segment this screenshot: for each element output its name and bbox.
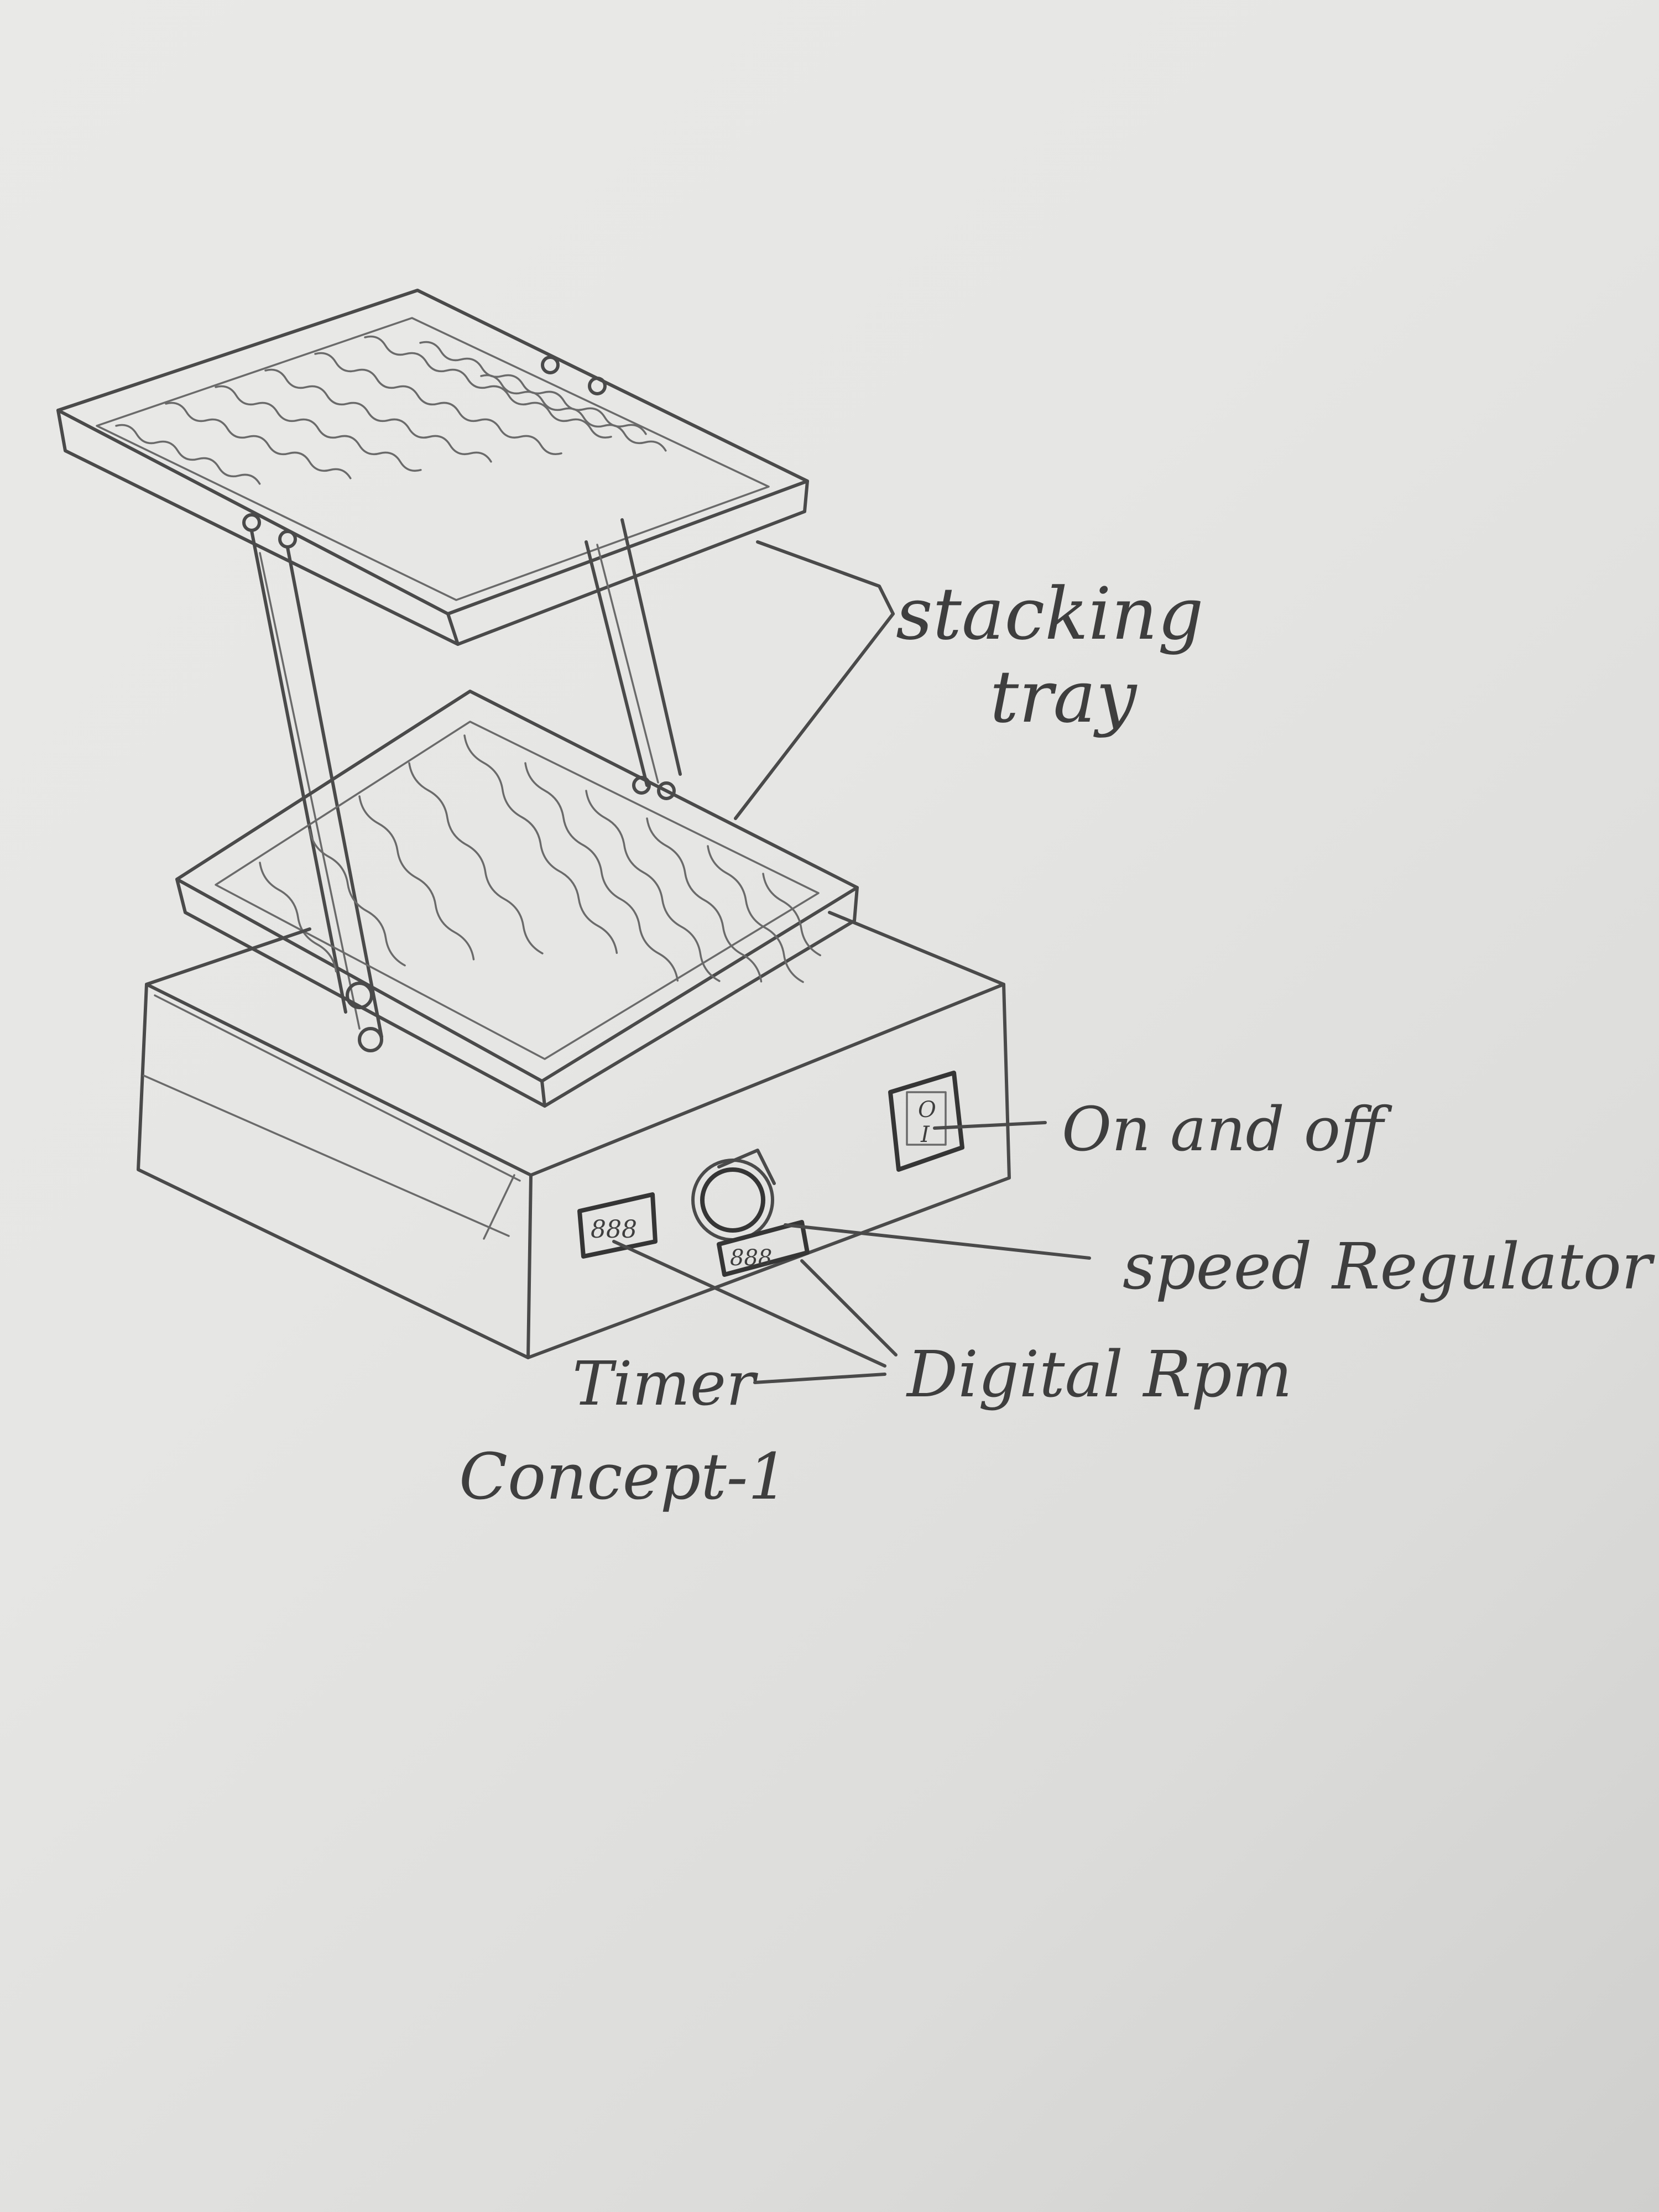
label-digital-rpm: Digital Rpm: [906, 1338, 1292, 1412]
upper-stacking-tray: [56, 289, 809, 646]
label-speed-regulator: speed Regulator: [1123, 1230, 1655, 1304]
upper-tray-bolt: [588, 377, 607, 395]
post-bolt: [346, 982, 373, 1009]
rpm-display: 888: [717, 1220, 810, 1277]
label-concept: Concept-1: [459, 1440, 789, 1514]
base-unit: [137, 911, 1011, 1359]
timer-display: 888: [577, 1192, 658, 1259]
rpm-display-digits: 888: [730, 1245, 772, 1271]
post-bolt: [358, 1027, 383, 1052]
upper-tray-bolt: [278, 530, 297, 549]
label-tray: tray: [990, 655, 1138, 739]
upper-tray-wavy-lines: [115, 335, 667, 485]
label-stacking: stacking: [896, 572, 1204, 656]
label-on-and-off: On and off: [1062, 1094, 1392, 1165]
label-timer: Timer: [572, 1348, 759, 1419]
timer-display-digits: 888: [591, 1215, 637, 1244]
switch-on-symbol: I: [920, 1122, 930, 1147]
upper-tray-bolt: [242, 513, 261, 532]
tray-support-posts: [250, 518, 682, 1052]
upper-tray-bolt: [541, 356, 560, 374]
lower-stacking-tray: [175, 690, 859, 1108]
post-bolt: [657, 781, 676, 800]
control-panel: O I 888 888: [577, 1071, 964, 1277]
power-switch[interactable]: O I: [888, 1071, 964, 1172]
lower-tray-wavy-lines: [259, 734, 821, 983]
leader-lines: [612, 540, 1091, 1384]
switch-off-symbol: O: [918, 1097, 936, 1123]
speed-regulator-knob[interactable]: [691, 1149, 776, 1241]
